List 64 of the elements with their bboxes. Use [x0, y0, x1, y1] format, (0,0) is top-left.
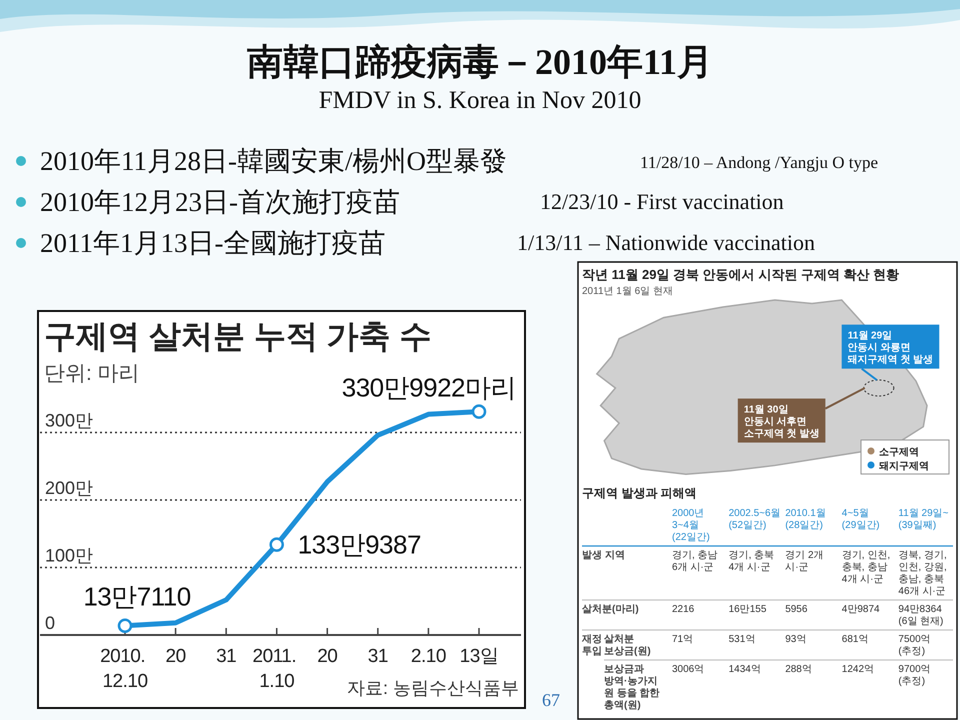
x-tick-label: 20	[166, 646, 186, 667]
text: 94만8364(6일 현재)	[898, 604, 944, 627]
text: 구제역 발생과 피해액	[582, 486, 697, 500]
x-tick-label: 2010. 12.10	[100, 646, 150, 692]
text: 2010年11月28日-韓國安東/楊州O型暴發	[40, 146, 507, 176]
x-tick-label: 31	[216, 646, 236, 667]
text: 2010.1월 (28일간)	[785, 508, 829, 531]
text: 경기, 충북 4개 시·군	[728, 550, 777, 573]
x-tick-label: 13일	[460, 646, 498, 667]
text: 경기, 충남 6개 시·군	[672, 550, 720, 573]
text: 발생 지역	[582, 550, 625, 561]
text: 11/28/10 – Andong /Yangju O type	[640, 153, 878, 172]
text: 소구제역	[879, 447, 919, 458]
annotation: 330만9922마리	[342, 372, 516, 403]
y-tick-label: 300만	[45, 410, 94, 430]
text: 288억	[785, 664, 812, 675]
y-tick-label: 200만	[45, 478, 94, 498]
text: 12/23/10 - First vaccination	[540, 189, 784, 214]
text: 살처분 보상금(원)	[604, 634, 651, 657]
x-tick-label: 31	[368, 646, 388, 667]
text: 67	[542, 690, 560, 710]
text: FMDV in S. Korea in Nov 2010	[318, 87, 642, 114]
text: 돼지구제역	[879, 461, 929, 472]
text: 보상금과 방역·농가지원 등을 합한 총액(원)	[604, 664, 662, 711]
annotation: 13만7110	[83, 582, 191, 612]
text: 4~5월 (29일간)	[842, 508, 880, 531]
text: 살처분(마리)	[582, 604, 639, 615]
text: 2002.5~6월 (52일간)	[728, 508, 784, 531]
text: 2011年1月13日-全國施打疫苗	[40, 228, 386, 258]
text: 2216	[672, 604, 695, 615]
chart-title: 구제역 살처분 누적 가축 수	[44, 318, 432, 354]
text: 단위: 마리	[44, 362, 140, 385]
text: 1/13/11 – Nationwide vaccination	[517, 230, 815, 255]
text: 2010年12月23日-首次施打疫苗	[40, 187, 400, 217]
text: 71억	[672, 634, 694, 645]
text: 681억	[842, 634, 868, 645]
text: 4만9874	[842, 604, 880, 615]
text: 7500억(추정)	[898, 634, 931, 657]
text: 16만155	[728, 604, 767, 615]
text: 1434억	[728, 664, 761, 675]
text: 93억	[785, 634, 806, 645]
text: 5956	[785, 604, 808, 615]
text: 1242억	[842, 664, 874, 675]
text: 531억	[728, 634, 756, 645]
text: 3006억	[672, 664, 704, 675]
text: 작년 11월 29일 경북 안동에서 시작된 구제역 확산 현황	[582, 267, 900, 282]
text: 경기 2개 시·군	[785, 550, 826, 573]
text: 경기, 인천, 충북, 충남 4개 시·군	[842, 550, 893, 585]
text: 2000년 3~4월 (22일간)	[672, 508, 710, 543]
text: 2011년 1월 6일 현재	[582, 286, 673, 297]
text: 11월 29일 안동시 와룡면 돼지구제역 첫 발생	[848, 330, 934, 366]
text: 11월 29일~ (39일째)	[898, 508, 952, 531]
x-tick-label: 2.10	[410, 646, 446, 667]
x-tick-label: 2011. 1.10	[252, 646, 301, 692]
text: 경북, 경기, 인천, 강원, 충남, 충북 46개 시·군	[898, 550, 950, 597]
y-tick-label: 0	[45, 613, 56, 633]
text: 재정 투입	[581, 634, 605, 657]
annotation: 133만9387	[298, 530, 421, 560]
text: 자료: 농림수산식품부	[346, 678, 519, 698]
text: 南韓口蹄疫病毒－2010年11月	[246, 42, 714, 82]
text: 11월 30일 안동시 서후면 소구제역 첫 발생	[744, 404, 820, 440]
x-tick-label: 20	[317, 646, 338, 667]
y-tick-label: 100만	[45, 546, 94, 566]
text: 9700억(추정)	[898, 664, 931, 687]
